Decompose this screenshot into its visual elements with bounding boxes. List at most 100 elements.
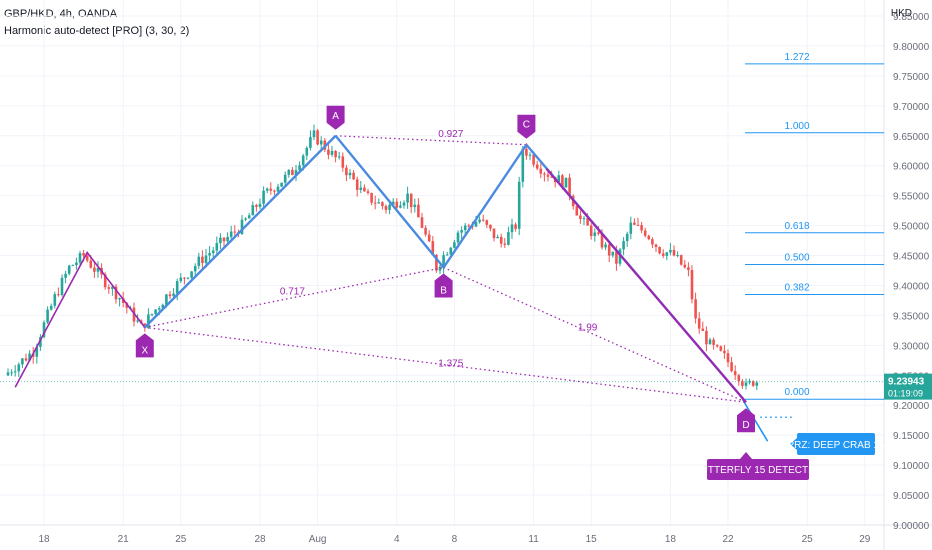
candle-body xyxy=(327,149,330,155)
candle-body xyxy=(499,236,503,244)
candle-body xyxy=(492,228,496,239)
candle-body xyxy=(373,202,377,204)
candle-body xyxy=(89,260,93,268)
candle-body xyxy=(514,224,517,229)
candle-body xyxy=(64,273,67,278)
prz-badge[interactable]: PRZ: DEEP CRAB 15 xyxy=(787,433,885,455)
candle-body xyxy=(93,267,96,272)
candle-body xyxy=(449,247,453,255)
point-label: A xyxy=(332,111,339,122)
prz-label: PRZ: DEEP CRAB 15 xyxy=(787,440,885,451)
y-tick-label: 9.35000 xyxy=(893,311,930,322)
indicator-title[interactable]: Harmonic auto-detect [PRO] (3, 30, 2) xyxy=(4,25,190,37)
candle-body xyxy=(733,371,737,376)
point-badge xyxy=(326,105,345,130)
y-tick-label: 9.70000 xyxy=(893,102,930,113)
candle-body xyxy=(557,175,561,183)
fib-level-label: 0.618 xyxy=(784,221,809,232)
candle-body xyxy=(402,202,406,206)
pattern-point-c[interactable]: C xyxy=(517,114,536,139)
candle-body xyxy=(111,286,114,289)
candle-body xyxy=(287,169,291,175)
y-tick-label: 9.05000 xyxy=(893,491,930,502)
candle-body xyxy=(157,308,161,310)
candle-body xyxy=(276,186,280,192)
pattern-point-d[interactable]: D xyxy=(737,408,755,433)
last-price-value: 9.23943 xyxy=(888,377,925,388)
candle-body xyxy=(748,381,751,383)
x-tick-label: 15 xyxy=(586,534,598,545)
candle-body xyxy=(622,241,625,250)
point-label: B xyxy=(440,286,447,297)
candle-body xyxy=(384,206,388,210)
point-badge xyxy=(434,273,453,298)
candle-body xyxy=(6,372,10,376)
candle-body xyxy=(438,266,442,271)
x-tick-label: 25 xyxy=(802,534,814,545)
candle-body xyxy=(13,371,17,373)
candle-body xyxy=(658,246,661,254)
candle-body xyxy=(406,193,409,203)
last-price-tag[interactable] xyxy=(884,373,932,400)
point-label: C xyxy=(523,120,530,131)
candle-body xyxy=(723,350,726,354)
x-tick-label: Aug xyxy=(309,534,327,545)
candle-body xyxy=(640,225,643,231)
candle-body xyxy=(179,277,183,282)
candle-body xyxy=(258,203,262,207)
candle-body xyxy=(125,302,129,308)
candle-body xyxy=(597,232,600,234)
candle-body xyxy=(183,277,186,279)
candle-body xyxy=(28,353,31,361)
candle-body xyxy=(114,286,118,300)
pattern-detected-badge[interactable]: BUTTERFLY 15 DETECTED xyxy=(694,452,822,480)
candle-body xyxy=(366,191,370,193)
candle-body xyxy=(561,175,564,188)
candle-body xyxy=(672,249,676,256)
pattern-point-b[interactable]: B xyxy=(434,273,453,298)
pattern-point-a[interactable]: A xyxy=(326,105,345,130)
candle-body xyxy=(607,244,611,256)
candle-body xyxy=(240,219,244,234)
candle-body xyxy=(669,249,672,253)
ratio-connector-xd xyxy=(144,326,747,403)
candle-body xyxy=(305,147,309,156)
candle-body xyxy=(633,222,636,225)
badge-bg xyxy=(707,459,809,480)
candle-body xyxy=(474,222,478,227)
candle-body xyxy=(186,277,190,279)
candle-body xyxy=(697,318,701,329)
candle-body xyxy=(312,130,316,138)
candle-body xyxy=(60,277,64,295)
candle-body xyxy=(381,202,384,207)
candle-body xyxy=(345,167,348,176)
candle-body xyxy=(107,287,111,289)
pattern-point-x[interactable]: X xyxy=(135,333,154,358)
candle-body xyxy=(683,264,687,268)
candle-body xyxy=(593,232,597,237)
point-badge xyxy=(517,114,536,139)
candle-body xyxy=(42,322,46,338)
candle-body xyxy=(539,168,543,174)
candle-body xyxy=(550,176,553,178)
candle-body xyxy=(507,232,510,245)
candle-body xyxy=(75,262,78,266)
candle-body xyxy=(35,346,39,357)
candle-body xyxy=(67,265,71,274)
candle-body xyxy=(78,253,82,263)
y-tick-label: 9.75000 xyxy=(893,72,930,83)
candle-body xyxy=(247,215,251,219)
candle-body xyxy=(463,225,467,231)
y-tick-label: 9.00000 xyxy=(893,521,930,532)
fib-level-label: 0.000 xyxy=(784,387,809,398)
y-tick-label: 9.30000 xyxy=(893,341,930,352)
candle-body xyxy=(546,174,550,177)
candle-body xyxy=(211,250,215,254)
leg-bc xyxy=(442,144,528,269)
candle-body xyxy=(82,253,85,256)
candle-body xyxy=(521,148,525,182)
candle-body xyxy=(168,294,172,297)
symbol-title[interactable]: GBP/HKD, 4h, OANDA xyxy=(4,8,118,20)
candle-body xyxy=(586,218,589,226)
